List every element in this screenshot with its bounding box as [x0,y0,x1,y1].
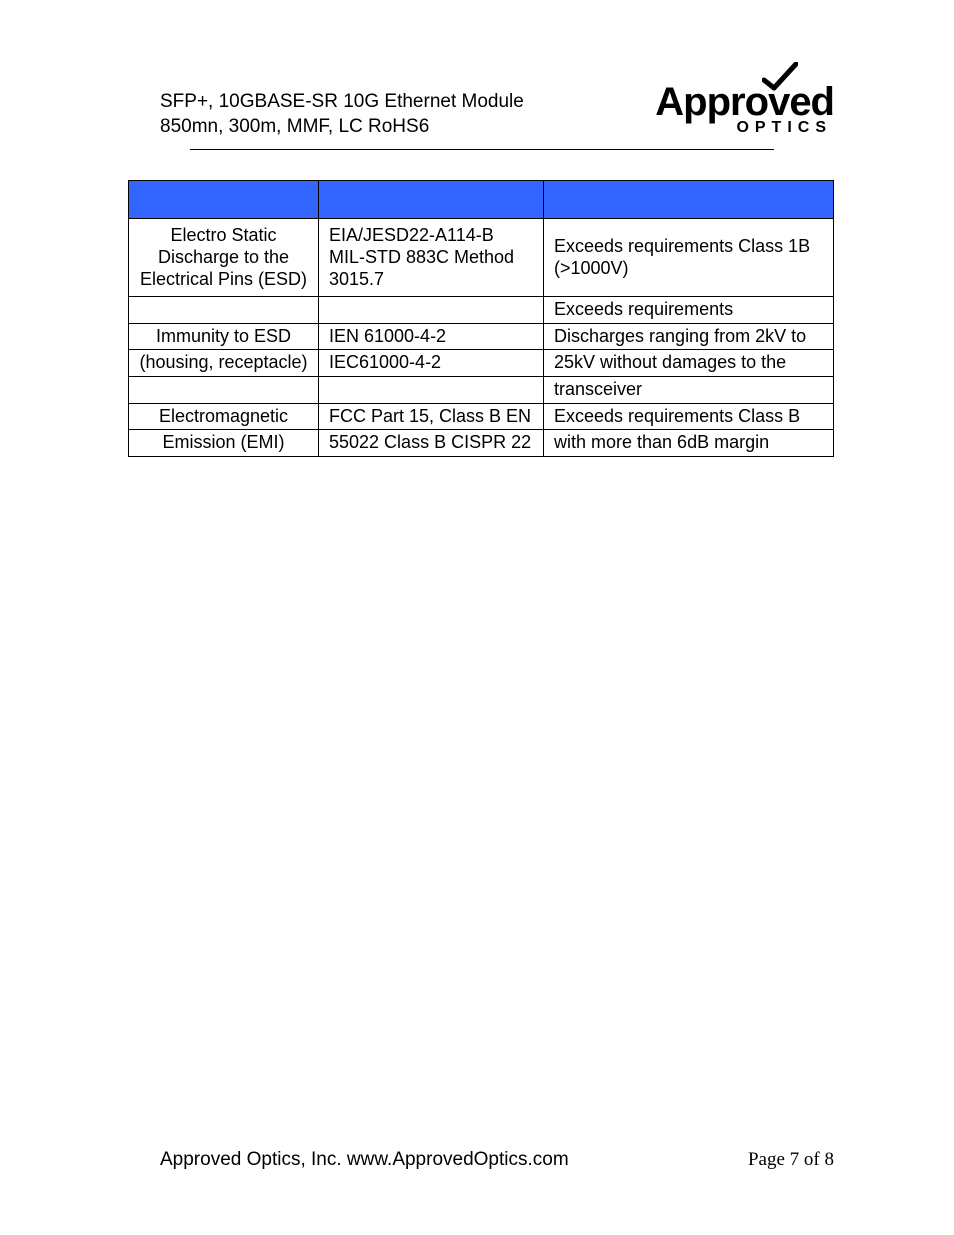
page-header: SFP+, 10GBASE-SR 10G Ethernet Module 850… [160,80,834,139]
footer-company: Approved Optics, Inc. www.ApprovedOptics… [160,1149,569,1171]
table-row: (housing, receptacle)IEC61000-4-225kV wi… [129,350,834,377]
table-cell: (housing, receptacle) [129,350,319,377]
table-cell: Discharges ranging from 2kV to [544,323,834,350]
specifications-table: Electro Static Discharge to the Electric… [128,180,834,456]
table-header-cell [544,181,834,219]
header-text-block: SFP+, 10GBASE-SR 10G Ethernet Module 850… [160,80,524,139]
table-cell [129,297,319,324]
table-row: transceiver [129,376,834,403]
table-cell: Immunity to ESD [129,323,319,350]
company-logo: Approved OPTICS [655,80,834,137]
table-row: Immunity to ESDIEN 61000-4-2Discharges r… [129,323,834,350]
table-cell: Electromagnetic [129,403,319,430]
table-body: Electro Static Discharge to the Electric… [129,219,834,456]
table-cell: IEC61000-4-2 [319,350,544,377]
table-cell: EIA/JESD22-A114-B MIL-STD 883C Method 30… [319,219,544,297]
table-cell [319,297,544,324]
header-line-1: SFP+, 10GBASE-SR 10G Ethernet Module [160,90,524,115]
table-cell: Exceeds requirements Class 1B (>1000V) [544,219,834,297]
table-cell: IEN 61000-4-2 [319,323,544,350]
table-cell: Emission (EMI) [129,430,319,457]
table-row: Electro Static Discharge to the Electric… [129,219,834,297]
page: SFP+, 10GBASE-SR 10G Ethernet Module 850… [0,0,954,1235]
table-cell: Electro Static Discharge to the Electric… [129,219,319,297]
table-cell [319,376,544,403]
header-divider [190,149,774,150]
table-header-row [129,181,834,219]
checkmark-icon [762,62,798,92]
page-footer: Approved Optics, Inc. www.ApprovedOptics… [0,1149,954,1171]
table-cell [129,376,319,403]
footer-page-number: Page 7 of 8 [748,1149,834,1171]
table-cell: Exceeds requirements [544,297,834,324]
table-cell: with more than 6dB margin [544,430,834,457]
header-line-2: 850mn, 300m, MMF, LC RoHS6 [160,115,524,140]
table-row: Exceeds requirements [129,297,834,324]
table-header-cell [319,181,544,219]
table-cell: transceiver [544,376,834,403]
table-row: ElectromagneticFCC Part 15, Class B ENEx… [129,403,834,430]
table-cell: FCC Part 15, Class B EN [319,403,544,430]
table-cell: Exceeds requirements Class B [544,403,834,430]
table-row: Emission (EMI)55022 Class B CISPR 22with… [129,430,834,457]
table-cell: 25kV without damages to the [544,350,834,377]
table-cell: 55022 Class B CISPR 22 [319,430,544,457]
table-header-cell [129,181,319,219]
logo-checkmark-v: v [768,80,789,125]
